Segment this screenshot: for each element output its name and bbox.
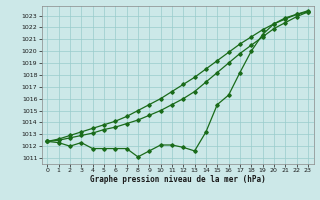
X-axis label: Graphe pression niveau de la mer (hPa): Graphe pression niveau de la mer (hPa) xyxy=(90,175,266,184)
